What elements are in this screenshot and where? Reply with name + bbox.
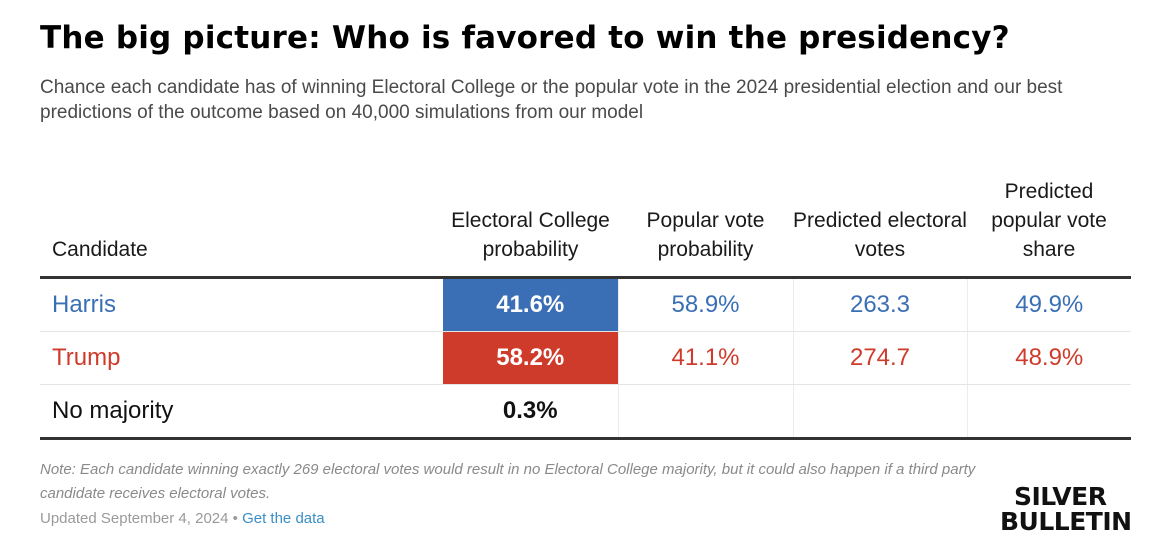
trump-pv-probability-cell: 41.1% xyxy=(617,331,793,385)
logo-line-bulletin: BULLETIN xyxy=(1000,507,1132,536)
column-header-pv-probability: Popular vote probability xyxy=(618,168,793,279)
logo-line-silver: SILVER xyxy=(1014,482,1107,511)
separator-dot: • xyxy=(232,510,238,527)
column-header-candidate: Candidate xyxy=(40,168,443,279)
column-header-predicted-pv-share: Predicted popular vote share xyxy=(967,168,1131,279)
table-row-harris: Harris 41.6% 58.9% 263.3 49.9% xyxy=(40,277,1131,332)
no-majority-predicted-pv-share-cell xyxy=(966,384,1131,440)
table-header-row: Candidate Electoral College probability … xyxy=(40,168,1131,279)
no-majority-ec-probability-cell: 0.3% xyxy=(443,384,618,440)
chart-title: The big picture: Who is favored to win t… xyxy=(40,20,1010,56)
chart-subtitle: Chance each candidate has of winning Ele… xyxy=(40,77,1063,123)
table-row-trump: Trump 58.2% 41.1% 274.7 48.9% xyxy=(40,331,1131,385)
column-header-predicted-ev: Predicted electoral votes xyxy=(793,168,967,279)
candidate-name-harris: Harris xyxy=(40,277,443,332)
harris-predicted-pv-share-cell: 49.9% xyxy=(966,277,1131,332)
forecast-table: Candidate Electoral College probability … xyxy=(40,168,1131,440)
trump-predicted-pv-share-cell: 48.9% xyxy=(966,331,1131,385)
table-row-no-majority: No majority 0.3% xyxy=(40,384,1131,440)
no-majority-pv-probability-cell xyxy=(617,384,793,440)
silver-bulletin-logo: SILVER BULLETIN xyxy=(1000,482,1132,536)
get-the-data-link[interactable]: Get the data xyxy=(242,510,325,527)
column-header-ec-probability: Electoral College probability xyxy=(443,168,618,279)
trump-predicted-ev-cell: 274.7 xyxy=(792,331,967,385)
updated-line: Updated September 4, 2024 • Get the data xyxy=(40,510,325,527)
candidate-name-no-majority: No majority xyxy=(40,384,443,440)
trump-ec-probability-cell: 58.2% xyxy=(443,331,618,385)
harris-predicted-ev-cell: 263.3 xyxy=(792,277,967,332)
no-majority-predicted-ev-cell xyxy=(792,384,967,440)
candidate-name-trump: Trump xyxy=(40,331,443,385)
updated-date: Updated September 4, 2024 xyxy=(40,510,229,527)
harris-ec-probability-cell: 41.6% xyxy=(443,277,618,332)
footnote: Note: Each candidate winning exactly 269… xyxy=(40,461,976,502)
harris-pv-probability-cell: 58.9% xyxy=(617,277,793,332)
